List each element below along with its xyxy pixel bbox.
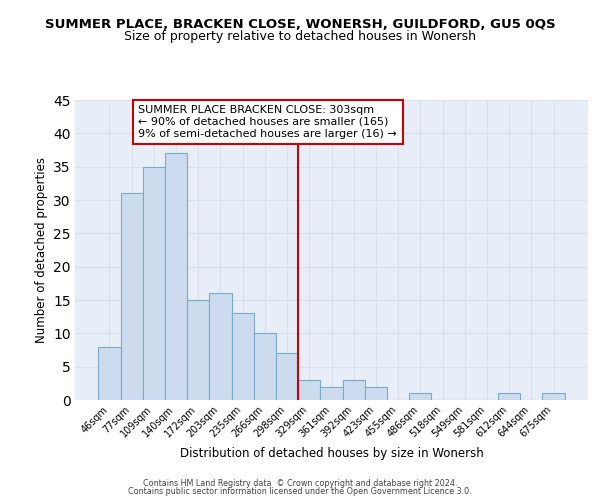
X-axis label: Distribution of detached houses by size in Wonersh: Distribution of detached houses by size … (179, 448, 484, 460)
Bar (187, 300, 209, 400)
Text: Size of property relative to detached houses in Wonersh: Size of property relative to detached ho… (124, 30, 476, 43)
Text: Contains public sector information licensed under the Open Government Licence 3.: Contains public sector information licen… (128, 487, 472, 496)
Bar (409, 394, 431, 400)
Bar (542, 394, 565, 400)
Bar (365, 386, 387, 400)
Bar (232, 314, 254, 400)
Bar (165, 154, 187, 400)
Bar (209, 294, 232, 400)
Bar (498, 394, 520, 400)
Text: SUMMER PLACE, BRACKEN CLOSE, WONERSH, GUILDFORD, GU5 0QS: SUMMER PLACE, BRACKEN CLOSE, WONERSH, GU… (44, 18, 556, 30)
Bar (254, 334, 276, 400)
Bar (343, 380, 365, 400)
Bar (276, 354, 298, 400)
Text: Contains HM Land Registry data  © Crown copyright and database right 2024.: Contains HM Land Registry data © Crown c… (143, 478, 457, 488)
Bar (143, 166, 165, 400)
Y-axis label: Number of detached properties: Number of detached properties (35, 157, 47, 343)
Bar (320, 386, 343, 400)
Bar (98, 346, 121, 400)
Bar (298, 380, 320, 400)
Bar (121, 194, 143, 400)
Text: SUMMER PLACE BRACKEN CLOSE: 303sqm
← 90% of detached houses are smaller (165)
9%: SUMMER PLACE BRACKEN CLOSE: 303sqm ← 90%… (138, 106, 397, 138)
